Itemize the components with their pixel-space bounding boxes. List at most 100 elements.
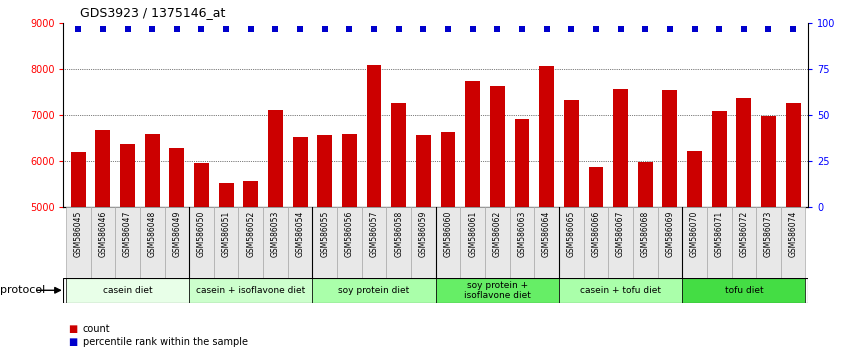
- Bar: [514, 119, 530, 354]
- Text: casein + isoflavone diet: casein + isoflavone diet: [196, 286, 305, 295]
- Bar: [559, 207, 584, 278]
- Bar: [732, 207, 756, 278]
- Bar: [392, 103, 406, 354]
- Bar: [164, 207, 190, 278]
- Text: GSM586049: GSM586049: [173, 211, 181, 257]
- Bar: [337, 207, 362, 278]
- Bar: [387, 207, 411, 278]
- Text: GSM586073: GSM586073: [764, 211, 773, 257]
- Bar: [115, 207, 140, 278]
- Text: GSM586060: GSM586060: [443, 211, 453, 257]
- Text: GSM586059: GSM586059: [419, 211, 428, 257]
- Text: GSM586052: GSM586052: [246, 211, 255, 257]
- Bar: [312, 207, 337, 278]
- Text: count: count: [83, 324, 111, 333]
- Text: GDS3923 / 1375146_at: GDS3923 / 1375146_at: [80, 6, 226, 19]
- Bar: [239, 207, 263, 278]
- Bar: [535, 207, 559, 278]
- Text: GSM586071: GSM586071: [715, 211, 723, 257]
- Bar: [416, 135, 431, 354]
- Bar: [190, 207, 214, 278]
- Text: GSM586064: GSM586064: [542, 211, 551, 257]
- Bar: [509, 207, 535, 278]
- Text: GSM586065: GSM586065: [567, 211, 576, 257]
- Bar: [436, 207, 460, 278]
- Text: soy protein diet: soy protein diet: [338, 286, 409, 295]
- Bar: [263, 207, 288, 278]
- Bar: [288, 207, 312, 278]
- Bar: [342, 134, 357, 354]
- Bar: [214, 207, 239, 278]
- Bar: [411, 207, 436, 278]
- Text: GSM586068: GSM586068: [640, 211, 650, 257]
- Text: GSM586070: GSM586070: [690, 211, 699, 257]
- Bar: [140, 207, 164, 278]
- Text: GSM586053: GSM586053: [271, 211, 280, 257]
- Bar: [662, 90, 678, 354]
- Bar: [91, 207, 115, 278]
- Bar: [657, 207, 682, 278]
- Bar: [169, 148, 184, 354]
- Bar: [564, 100, 579, 354]
- Bar: [219, 183, 233, 354]
- Bar: [736, 98, 751, 354]
- Text: GSM586074: GSM586074: [788, 211, 798, 257]
- Text: GSM586072: GSM586072: [739, 211, 749, 257]
- Bar: [293, 137, 307, 354]
- Bar: [366, 65, 382, 354]
- Bar: [761, 116, 776, 354]
- Text: GSM586047: GSM586047: [123, 211, 132, 257]
- Bar: [682, 278, 805, 303]
- Bar: [687, 151, 702, 354]
- Bar: [317, 135, 332, 354]
- Bar: [244, 181, 258, 354]
- Text: GSM586055: GSM586055: [321, 211, 329, 257]
- Bar: [638, 162, 652, 354]
- Bar: [120, 144, 135, 354]
- Bar: [613, 89, 628, 354]
- Bar: [559, 278, 682, 303]
- Bar: [194, 163, 209, 354]
- Bar: [485, 207, 509, 278]
- Bar: [711, 111, 727, 354]
- Text: casein diet: casein diet: [102, 286, 152, 295]
- Bar: [608, 207, 633, 278]
- Bar: [539, 66, 554, 354]
- Bar: [71, 152, 85, 354]
- Text: ■: ■: [68, 324, 77, 333]
- Bar: [268, 110, 283, 354]
- Bar: [707, 207, 732, 278]
- Bar: [66, 207, 91, 278]
- Text: GSM586046: GSM586046: [98, 211, 107, 257]
- Bar: [190, 278, 312, 303]
- Bar: [145, 135, 160, 354]
- Bar: [756, 207, 781, 278]
- Text: casein + tofu diet: casein + tofu diet: [580, 286, 661, 295]
- Text: GSM586062: GSM586062: [493, 211, 502, 257]
- Text: GSM586051: GSM586051: [222, 211, 231, 257]
- Text: soy protein +
isoflavone diet: soy protein + isoflavone diet: [464, 281, 530, 300]
- Text: GSM586067: GSM586067: [616, 211, 625, 257]
- Bar: [465, 80, 480, 354]
- Text: GSM586045: GSM586045: [74, 211, 83, 257]
- Bar: [589, 167, 603, 354]
- Bar: [584, 207, 608, 278]
- Bar: [441, 132, 455, 354]
- Text: protocol: protocol: [0, 285, 45, 295]
- Bar: [633, 207, 657, 278]
- Bar: [781, 207, 805, 278]
- Text: percentile rank within the sample: percentile rank within the sample: [83, 337, 248, 347]
- Bar: [312, 278, 436, 303]
- Text: GSM586063: GSM586063: [518, 211, 526, 257]
- Bar: [362, 207, 387, 278]
- Bar: [436, 278, 559, 303]
- Bar: [786, 103, 800, 354]
- Bar: [66, 278, 190, 303]
- Bar: [490, 86, 505, 354]
- Text: GSM586054: GSM586054: [295, 211, 305, 257]
- Text: GSM586057: GSM586057: [370, 211, 378, 257]
- Text: GSM586069: GSM586069: [666, 211, 674, 257]
- Text: ■: ■: [68, 337, 77, 347]
- Text: GSM586066: GSM586066: [591, 211, 601, 257]
- Bar: [96, 130, 110, 354]
